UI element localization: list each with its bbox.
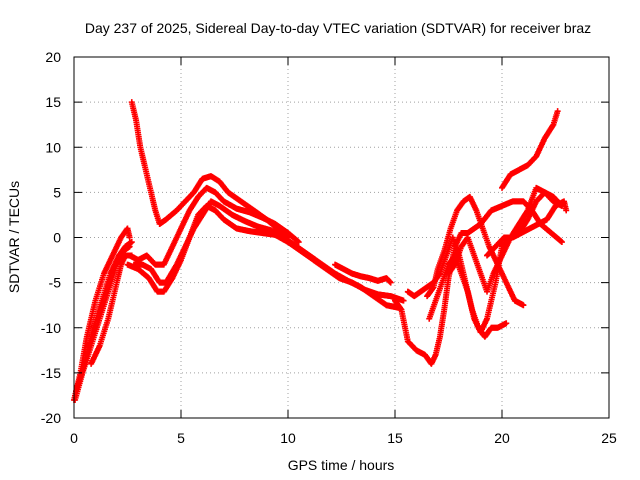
x-tick-label: 0 [70,430,78,446]
data-point [387,279,394,286]
series-track-8 [126,184,302,268]
x-tick-label: 10 [280,430,296,446]
data-point [503,320,510,327]
y-axis-label: SDTVAR / TECUs [6,181,22,293]
data-point [126,234,133,241]
x-axis-label: GPS time / hours [288,457,395,473]
x-tick-label: 20 [494,430,510,446]
axis-ticks: 0 5 10 15 20 25 -20 -15 -10 -5 0 5 10 15 20 [41,49,617,446]
y-tick-label: 20 [45,49,61,65]
x-tick-label: 25 [601,430,617,446]
chart-title: Day 237 of 2025, Sidereal Day-to-day VTE… [85,20,591,36]
data-point [128,239,135,246]
y-tick-label: 0 [53,230,61,246]
data-point [520,302,527,309]
series-track-7 [130,198,403,311]
x-tick-label: 5 [177,430,185,446]
y-tick-label: -5 [49,275,62,291]
y-tick-label: -10 [41,320,61,336]
data-point [400,297,407,304]
data-points [71,99,570,403]
y-tick-label: -15 [41,365,61,381]
series-track-3 [73,239,135,394]
data-point [563,207,570,214]
data-point [558,239,565,246]
series-track-16 [484,198,570,259]
y-tick-label: -20 [41,410,61,426]
x-tick-label: 15 [387,430,403,446]
data-point [554,108,561,115]
y-tick-label: 10 [45,139,61,155]
y-tick-label: 5 [53,184,61,200]
series-track-9 [332,261,394,286]
data-point [295,239,302,246]
series-track-15 [499,108,561,191]
y-tick-label: 15 [45,94,61,110]
